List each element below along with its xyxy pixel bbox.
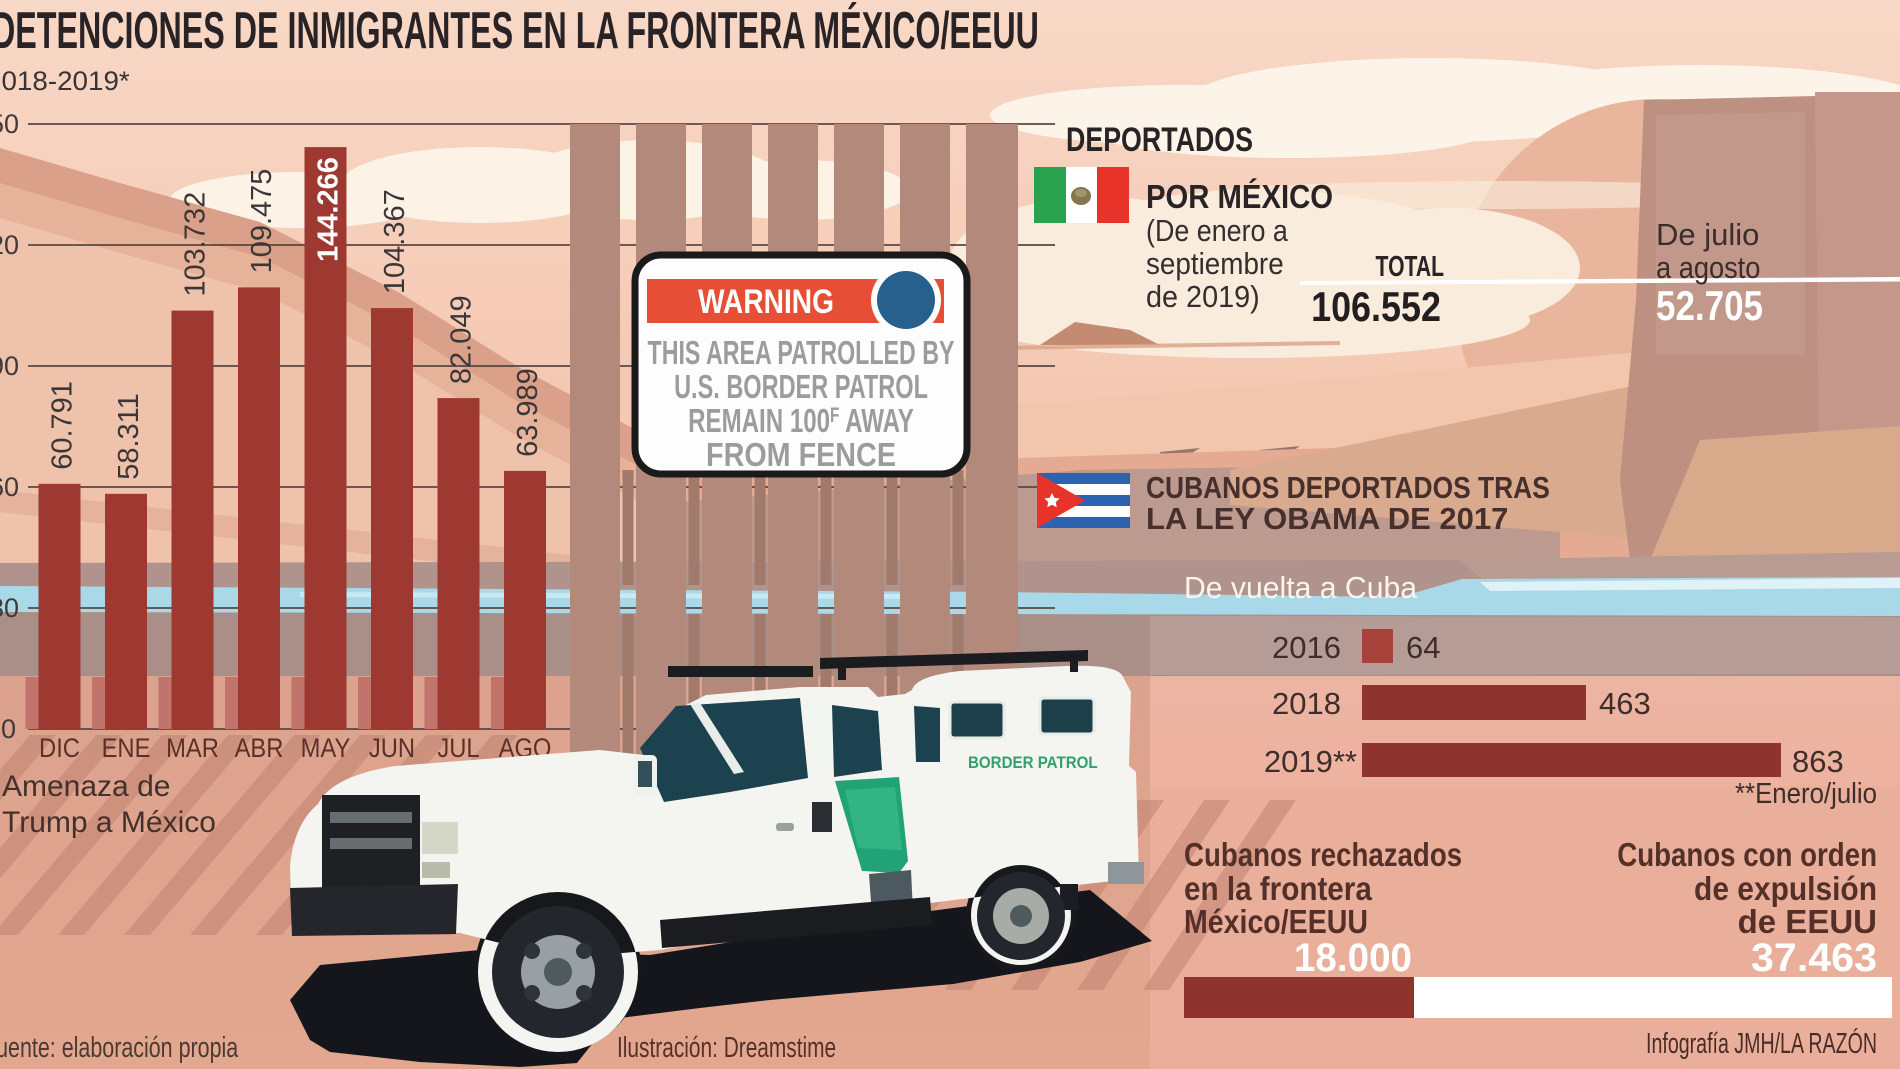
svg-text:LA LEY OBAMA DE 2017: LA LEY OBAMA DE 2017	[1146, 501, 1508, 536]
svg-text:63.989: 63.989	[512, 368, 544, 457]
svg-text:**Enero/julio: **Enero/julio	[1735, 777, 1877, 810]
svg-text:U.S. BORDER PATROL: U.S. BORDER PATROL	[674, 369, 928, 406]
svg-text:18.000: 18.000	[1294, 935, 1412, 980]
svg-text:en la frontera: en la frontera	[1184, 871, 1372, 908]
svg-text:60.791: 60.791	[47, 381, 79, 470]
svg-text:septiembre: septiembre	[1146, 247, 1284, 282]
svg-text:2019**: 2019**	[1264, 744, 1357, 779]
svg-text:52.705: 52.705	[1656, 283, 1763, 330]
svg-text:ENE: ENE	[102, 734, 151, 764]
svg-text:a agosto: a agosto	[1656, 251, 1760, 285]
svg-text:POR MÉXICO: POR MÉXICO	[1146, 178, 1333, 215]
svg-text:de expulsión: de expulsión	[1694, 870, 1877, 908]
svg-text:863: 863	[1792, 744, 1844, 779]
svg-text:90: 90	[0, 351, 19, 381]
svg-text:México/EEUU: México/EEUU	[1184, 903, 1368, 940]
svg-text:Ilustración: Dreamstime: Ilustración: Dreamstime	[617, 1032, 836, 1064]
svg-text:de EEUU: de EEUU	[1738, 903, 1877, 940]
svg-text:2016: 2016	[1272, 630, 1341, 665]
svg-text:MAR: MAR	[166, 734, 219, 764]
svg-text:30: 30	[0, 593, 19, 623]
svg-text:106.552: 106.552	[1311, 284, 1441, 330]
svg-text:DETENCIONES DE INMIGRANTES EN: DETENCIONES DE INMIGRANTES EN LA FRONTER…	[0, 2, 1039, 60]
svg-text:de 2019): de 2019)	[1146, 280, 1260, 314]
svg-text:60: 60	[0, 472, 19, 502]
svg-text:2018-2019*: 2018-2019*	[0, 65, 130, 96]
svg-text:Amenaza de: Amenaza de	[2, 770, 170, 803]
svg-text:0: 0	[1, 714, 16, 744]
svg-text:82.049: 82.049	[446, 295, 478, 384]
svg-text:CUBANOS DEPORTADOS TRAS: CUBANOS DEPORTADOS TRAS	[1146, 471, 1550, 505]
svg-text:Infografía JMH/LA RAZÓN: Infografía JMH/LA RAZÓN	[1646, 1028, 1877, 1060]
svg-text:DIC: DIC	[39, 734, 80, 764]
svg-text:JUN: JUN	[369, 734, 415, 764]
svg-text:JUL: JUL	[437, 734, 479, 764]
svg-text:REMAIN 100F AWAY: REMAIN 100F AWAY	[688, 403, 914, 440]
svg-text:(De enero a: (De enero a	[1146, 214, 1289, 248]
svg-text:FROM FENCE: FROM FENCE	[706, 436, 896, 473]
svg-text:109.475: 109.475	[246, 169, 278, 274]
svg-text:2018: 2018	[1272, 686, 1341, 721]
svg-text:104.367: 104.367	[379, 189, 411, 294]
svg-text:Cubanos rechazados: Cubanos rechazados	[1184, 837, 1462, 874]
svg-text:TOTAL: TOTAL	[1376, 251, 1444, 283]
svg-text:103.732: 103.732	[180, 192, 212, 297]
svg-text:463: 463	[1599, 686, 1651, 721]
svg-text:Fuente: elaboración propia: Fuente: elaboración propia	[0, 1032, 239, 1064]
svg-text:BORDER PATROL: BORDER PATROL	[968, 753, 1098, 772]
svg-text:De julio: De julio	[1656, 217, 1759, 252]
svg-text:Cubanos con orden: Cubanos con orden	[1617, 837, 1877, 874]
svg-text:144.266: 144.266	[313, 157, 345, 262]
svg-text:De vuelta a Cuba: De vuelta a Cuba	[1184, 571, 1417, 605]
svg-text:DEPORTADOS: DEPORTADOS	[1066, 121, 1253, 159]
svg-text:37.463: 37.463	[1751, 935, 1877, 980]
svg-text:MAY: MAY	[301, 734, 351, 764]
svg-text:58.311: 58.311	[113, 393, 145, 480]
svg-text:Trump a México: Trump a México	[2, 806, 216, 839]
svg-text:120: 120	[0, 230, 19, 260]
svg-text:ABR: ABR	[235, 734, 284, 764]
svg-text:64: 64	[1406, 630, 1440, 665]
svg-text:WARNING: WARNING	[698, 283, 834, 321]
svg-text:150: 150	[0, 109, 19, 139]
svg-text:THIS AREA PATROLLED BY: THIS AREA PATROLLED BY	[648, 335, 955, 372]
